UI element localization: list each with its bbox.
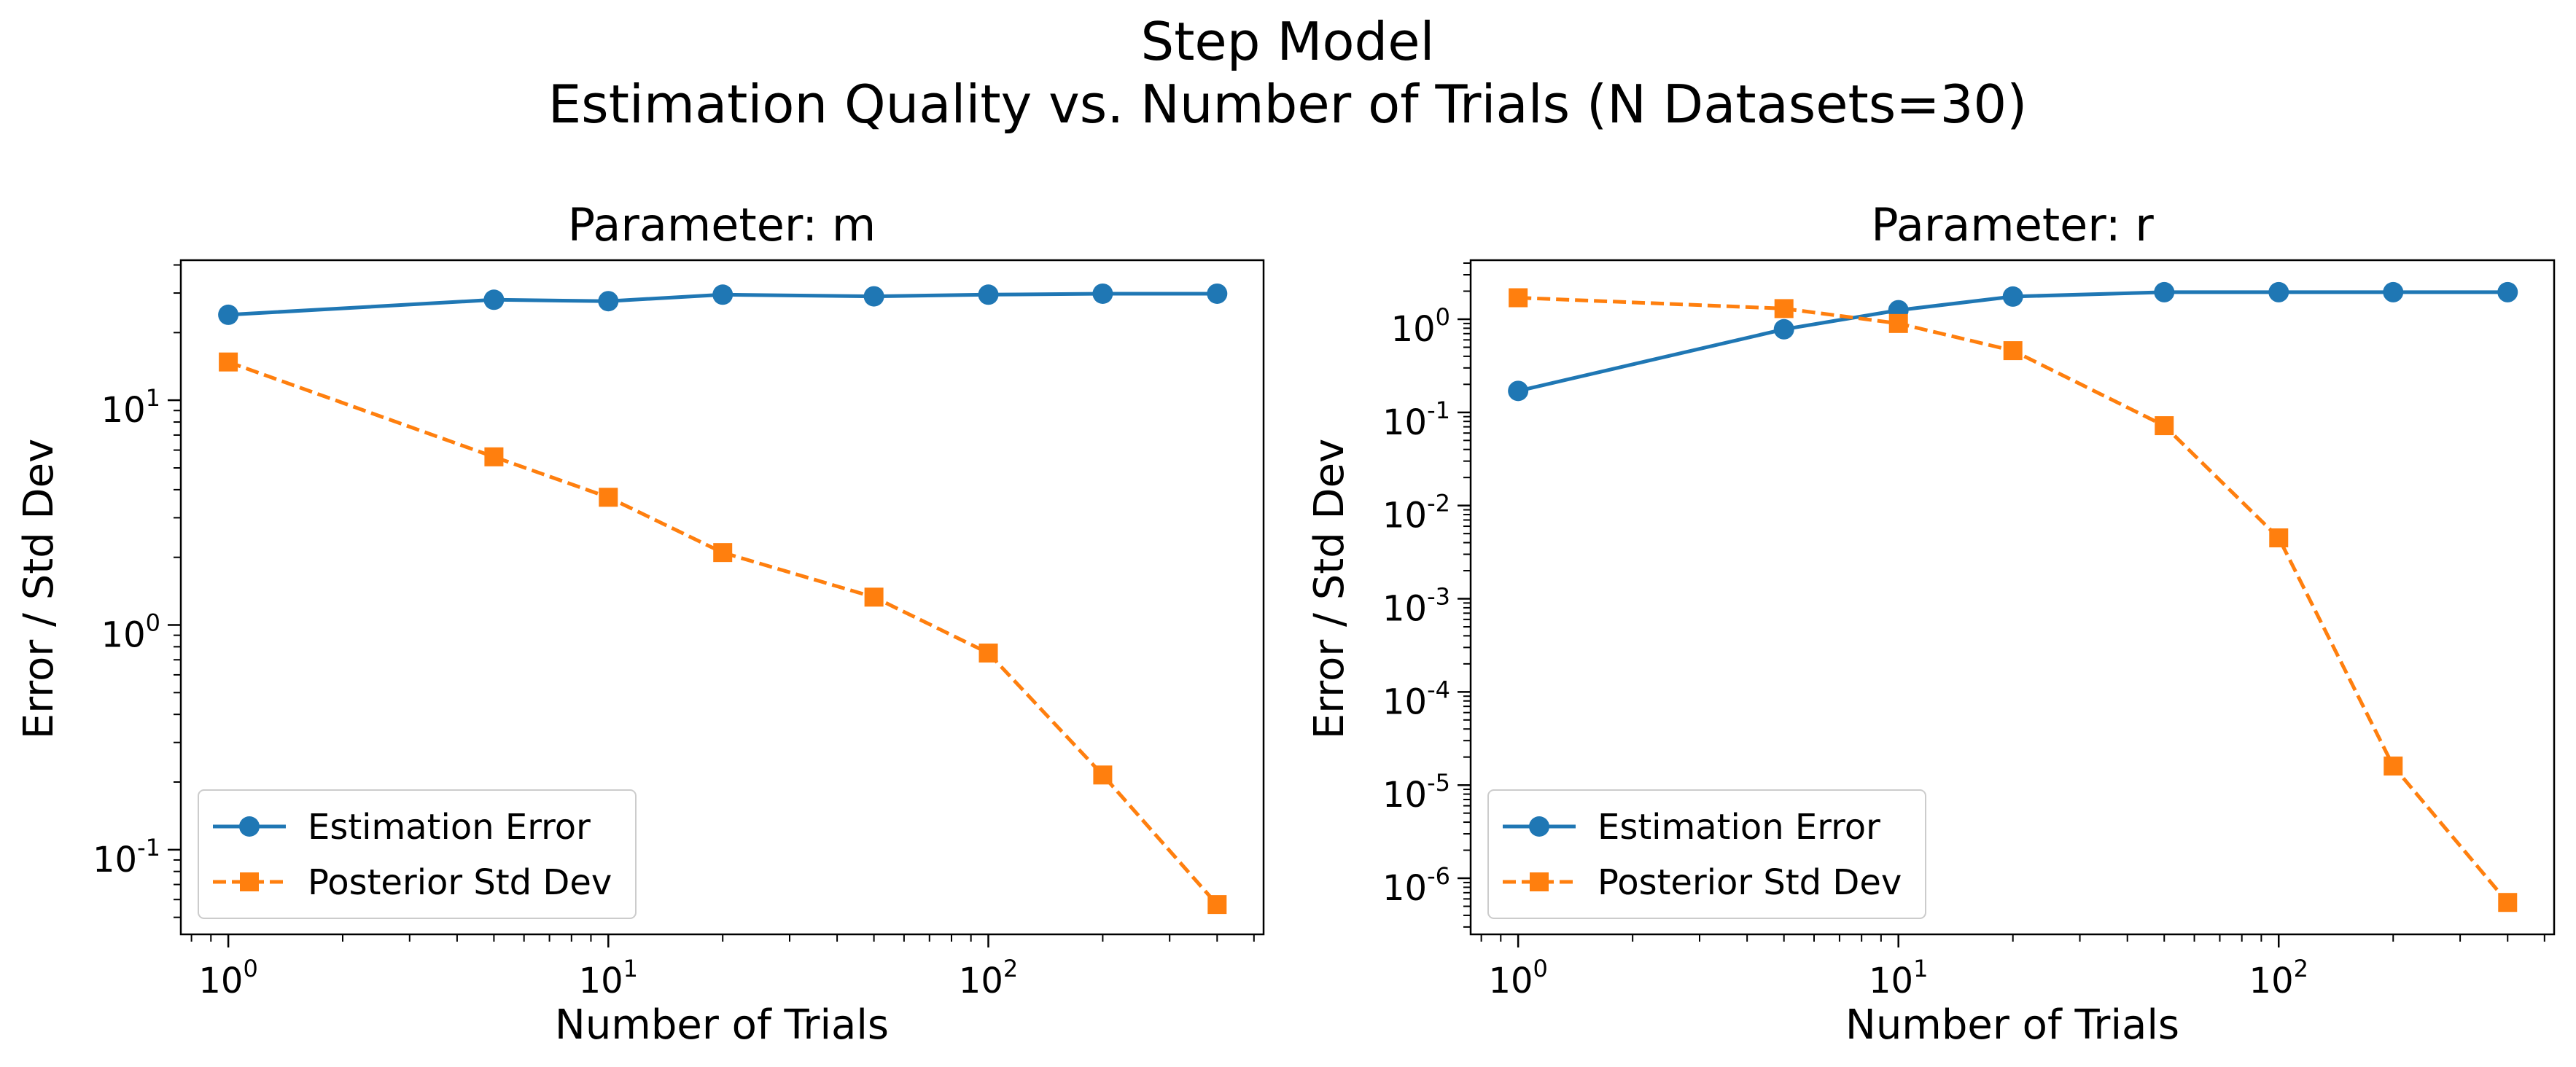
x-tick-label: 102 [959, 955, 1018, 1001]
data-point-estimation-error [598, 291, 619, 312]
plot-area: 100 101 102 10-6 10-5 10-4 10-3 10-2 10-1 100 Esti… [1382, 259, 2556, 1001]
y-tick-label: 100 [101, 609, 160, 656]
data-point-estimation-error [2268, 281, 2289, 302]
data-point-estimation-error [218, 304, 239, 325]
y-tick-label: 10-4 [1382, 676, 1450, 722]
legend-box [1487, 789, 1926, 919]
x-tick-label: 101 [579, 955, 638, 1001]
data-point-posterior-std-dev [1888, 313, 1908, 333]
figure-title-line2: Estimation Quality vs. Number of Trials … [548, 74, 2028, 135]
chart-panel-m: Parameter: m Number of Trials Error / St… [15, 198, 1265, 1049]
data-point-posterior-std-dev [2269, 528, 2289, 548]
panel-title: Parameter: m [568, 198, 876, 251]
data-point-posterior-std-dev [2498, 893, 2518, 912]
figure-title-line1: Step Model [1141, 11, 1435, 72]
series-line-posterior-std-dev [1518, 296, 2510, 904]
y-tick-label: 10-1 [93, 834, 160, 880]
y-tick-label: 10-5 [1382, 769, 1450, 816]
data-point-estimation-error [978, 284, 999, 305]
data-point-estimation-error [1508, 380, 1529, 402]
legend-label: Posterior Std Dev [1598, 862, 1902, 903]
data-point-estimation-error [863, 286, 884, 307]
x-tick-label: 100 [198, 955, 257, 1001]
data-point-posterior-std-dev [978, 644, 998, 663]
data-point-estimation-error [2383, 281, 2404, 302]
legend-box [198, 789, 637, 919]
legend-marker-circle [239, 816, 260, 837]
data-point-estimation-error [483, 289, 505, 310]
data-point-posterior-std-dev [599, 488, 618, 507]
x-tick-label: 101 [1869, 955, 1928, 1001]
legend: Estimation Error Posterior Std Dev [198, 789, 637, 919]
data-point-estimation-error [712, 284, 734, 305]
panel-title: Parameter: r [1871, 198, 2154, 251]
data-point-posterior-std-dev [864, 587, 884, 607]
series-line-estimation-error [227, 292, 1218, 317]
legend-marker-square [1530, 872, 1549, 891]
y-tick-label: 100 [1391, 303, 1450, 350]
x-tick-label: 100 [1488, 955, 1547, 1001]
legend-label: Estimation Error [1598, 807, 1880, 848]
series-line-posterior-std-dev [227, 360, 1219, 906]
plot-area: 100 101 102 10-1 100 101 Estimation Error Poste… [93, 259, 1265, 1001]
data-point-posterior-std-dev [219, 352, 238, 372]
data-point-estimation-error [2002, 286, 2023, 307]
data-point-posterior-std-dev [2003, 341, 2023, 361]
data-point-posterior-std-dev [1093, 765, 1113, 785]
data-point-estimation-error [2154, 281, 2175, 302]
data-point-estimation-error [1092, 283, 1113, 304]
y-tick-label: 10-1 [1382, 396, 1450, 443]
series-line-estimation-error [1517, 290, 2508, 393]
y-axis-label: Error / Std Dev [15, 439, 63, 740]
y-tick-label: 10-2 [1382, 490, 1450, 536]
data-point-posterior-std-dev [1774, 299, 1794, 318]
x-tick-label: 102 [2249, 955, 2308, 1001]
data-point-posterior-std-dev [484, 447, 504, 466]
legend: Estimation Error Posterior Std Dev [1487, 789, 1926, 919]
y-axis-label: Error / Std Dev [1306, 439, 1353, 740]
data-point-estimation-error [2497, 281, 2518, 302]
y-tick-label: 101 [101, 384, 160, 431]
data-point-estimation-error [1207, 283, 1228, 304]
legend-marker-square [240, 872, 259, 891]
data-point-posterior-std-dev [1509, 288, 1528, 308]
data-point-posterior-std-dev [2384, 757, 2403, 776]
x-axis-label: Number of Trials [1845, 1001, 2179, 1049]
legend-label: Posterior Std Dev [308, 862, 612, 903]
legend-label: Estimation Error [308, 807, 591, 848]
y-tick-label: 10-6 [1382, 862, 1450, 909]
x-axis-label: Number of Trials [555, 1001, 889, 1049]
data-point-estimation-error [1773, 318, 1794, 340]
legend-marker-circle [1529, 816, 1549, 837]
y-tick-label: 10-3 [1382, 583, 1450, 630]
data-point-posterior-std-dev [1207, 895, 1227, 915]
data-point-posterior-std-dev [713, 543, 733, 563]
axes-frame [179, 259, 1265, 936]
axes-frame [1469, 259, 2556, 936]
chart-panel-r: Parameter: r Number of Trials Error / St… [1306, 198, 2556, 1049]
data-point-posterior-std-dev [2155, 416, 2174, 436]
